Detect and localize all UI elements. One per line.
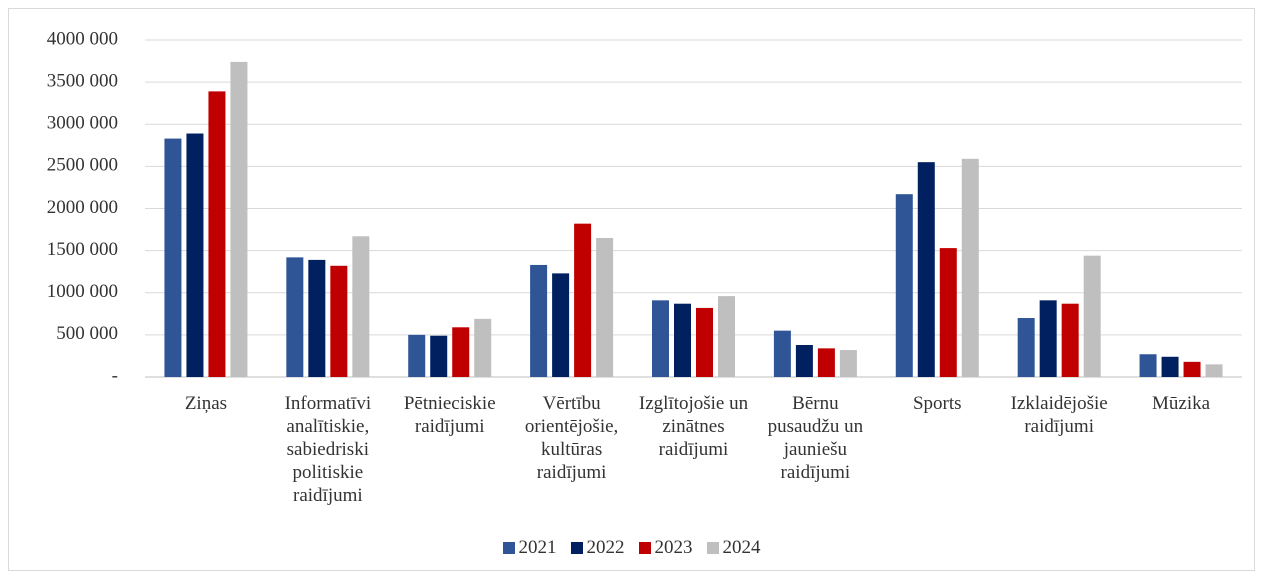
- x-tick-label: Izglītojošie un zinātnes raidījumi: [638, 393, 749, 460]
- legend-swatch: [570, 542, 583, 554]
- bar: [286, 257, 304, 377]
- y-tick-label: 3500 000: [47, 70, 118, 91]
- bar: [696, 307, 713, 377]
- y-tick-label: 1000 000: [47, 281, 118, 302]
- legend-swatch: [638, 542, 651, 554]
- bar: [408, 334, 426, 377]
- bar: [208, 91, 226, 377]
- bar: [1083, 255, 1101, 377]
- y-tick-label: 1500 000: [47, 239, 118, 260]
- bar: [773, 330, 791, 377]
- bar: [795, 344, 813, 377]
- x-tick-label: Izklaidējošie raidījumi: [1010, 393, 1108, 437]
- legend-item: 2023: [638, 537, 693, 559]
- x-tick-label: Bērnu pusaudžu un jauniešu raidījumi: [767, 393, 864, 483]
- x-tick-label: Pētnieciskie raidījumi: [403, 393, 496, 437]
- bar: [330, 265, 348, 377]
- y-tick-label: 2500 000: [47, 155, 118, 176]
- legend: 2021 2022 2023 2024: [0, 537, 1263, 559]
- legend-item: 2021: [502, 537, 557, 559]
- bar: [917, 162, 935, 377]
- legend-label: 2023: [654, 537, 693, 558]
- legend-label: 2021: [518, 537, 557, 558]
- legend-item: 2024: [706, 537, 761, 559]
- bar: [1061, 303, 1079, 377]
- x-tick-label: Sports: [912, 393, 962, 414]
- bar: [574, 223, 592, 377]
- bar: [1017, 318, 1035, 377]
- x-tick-label: Ziņas: [184, 393, 228, 414]
- legend-swatch: [502, 542, 515, 554]
- x-tick-label: Mūzika: [1152, 393, 1211, 414]
- bar: [596, 237, 614, 377]
- y-tick-label: 3000 000: [47, 113, 118, 134]
- bar: [352, 236, 370, 377]
- legend-label: 2022: [586, 537, 625, 558]
- legend-item: 2022: [570, 537, 625, 559]
- bar: [674, 303, 691, 377]
- bar: [552, 273, 570, 377]
- bar: [430, 335, 448, 377]
- bar: [1039, 300, 1057, 377]
- bar: [839, 350, 857, 377]
- bar: [939, 248, 957, 377]
- bar: [452, 327, 470, 377]
- bar: [817, 348, 835, 377]
- bar: [652, 300, 669, 377]
- bar: [530, 264, 548, 377]
- y-tick-label: 4000 000: [47, 28, 118, 49]
- bar: [308, 259, 326, 377]
- legend-swatch: [706, 542, 719, 554]
- bar: [961, 158, 979, 377]
- bar: [474, 318, 492, 377]
- bar: [1139, 354, 1157, 377]
- bar: [164, 138, 182, 377]
- bar: [895, 194, 913, 377]
- y-tick-label: 2000 000: [47, 197, 118, 218]
- bar: [1205, 364, 1223, 377]
- bar: [186, 133, 204, 377]
- bar: [1183, 361, 1201, 377]
- y-tick-label: -: [112, 365, 118, 386]
- x-tick-label: Informatīvi analītiskie, sabiedriski pol…: [284, 393, 372, 506]
- bar: [230, 61, 248, 377]
- chart-frame: [8, 8, 1255, 571]
- y-tick-label: 500 000: [56, 323, 118, 344]
- bar: [1161, 356, 1179, 377]
- legend-label: 2024: [722, 537, 761, 558]
- bar: [718, 296, 735, 377]
- x-tick-label: Vērtību orientējošie, kultūras raidījumi: [524, 393, 619, 483]
